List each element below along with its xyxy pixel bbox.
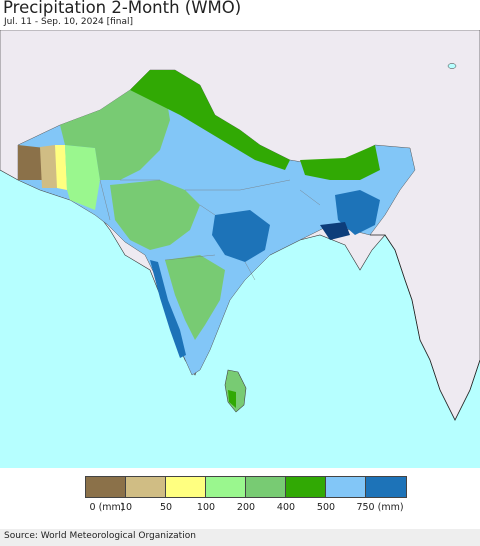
region-heavy-west-coast (150, 260, 186, 358)
legend-label-7: 750 (mm) (356, 502, 404, 513)
legend-swatch-4 (246, 477, 286, 497)
island (447, 63, 457, 69)
legend-swatch-3 (206, 477, 246, 497)
legend-label-4: 200 (236, 502, 256, 513)
legend-color-bar (85, 476, 407, 498)
region-dry (18, 145, 45, 180)
legend-label-1: 10 (119, 502, 133, 513)
legend-label-5: 400 (276, 502, 296, 513)
state-boundaries (99, 179, 321, 281)
region-semiarid (55, 145, 67, 190)
precipitation-map (0, 30, 480, 468)
region-mid-green-deccan (165, 255, 225, 340)
legend-swatch-0 (86, 477, 126, 497)
region-light-green (65, 145, 100, 210)
legend-swatch-5 (286, 477, 326, 497)
region-arid (40, 145, 58, 188)
legend-swatch-6 (326, 477, 366, 497)
region-heavy-east (335, 190, 380, 235)
map-date-range: Jul. 11 - Sep. 10, 2024 [final] (4, 17, 134, 27)
region-mid-green-central (110, 180, 200, 250)
legend-label-6: 500 (316, 502, 336, 513)
legend-label-2: 50 (159, 502, 173, 513)
legend-label-0: 0 (mm) (89, 502, 125, 513)
legend-swatch-1 (126, 477, 166, 497)
region-dark-green-north (130, 70, 290, 170)
legend-swatch-2 (166, 477, 206, 497)
region-heavy-central (212, 210, 270, 262)
source-credit: Source: World Meteorological Organizatio… (4, 531, 196, 541)
region-heavy-bay (320, 222, 350, 240)
region-mid-green-nw (60, 75, 170, 180)
region-dark-green-ne (300, 145, 380, 180)
coastline-east (370, 234, 480, 421)
legend-label-3: 100 (196, 502, 216, 513)
map-title: Precipitation 2-Month (WMO) (3, 0, 242, 17)
legend-swatch-7 (366, 477, 406, 497)
footer-bar: Source: World Meteorological Organizatio… (0, 529, 480, 546)
sri-lanka-wet-zone (228, 390, 236, 408)
